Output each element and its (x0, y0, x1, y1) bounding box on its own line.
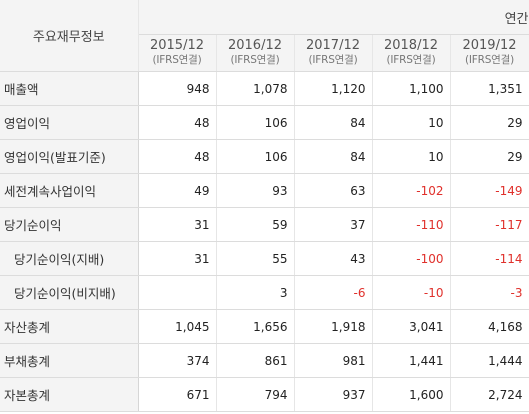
row-label: 세전계속사업이익 (0, 173, 139, 208)
row-label: 당기순이익(지배) (0, 241, 139, 276)
table-cell: -114 (450, 241, 529, 276)
period-basis: (IFRS연결) (308, 54, 358, 66)
period-header: 2018/12 (IFRS연결) (372, 34, 451, 72)
row-label: 자본총계 (0, 377, 139, 412)
table-cell: -3 (450, 275, 529, 310)
period-year: 2017/12 (305, 38, 360, 53)
table-cell: 1,120 (294, 71, 373, 106)
table-cell: 1,600 (372, 377, 451, 412)
table-cell: 31 (138, 207, 217, 242)
table-cell: -102 (372, 173, 451, 208)
table-cell: 1,100 (372, 71, 451, 106)
table-cell: 10 (372, 105, 451, 140)
period-header-row: 2015/12 (IFRS연결) 2016/12 (IFRS연결) 2017/1… (0, 34, 529, 72)
table-cell: 948 (138, 71, 217, 106)
period-header: 2019/12 (IFRS연결) (450, 34, 529, 72)
table-cell: 59 (216, 207, 295, 242)
table-cell: -6 (294, 275, 373, 310)
table-cell: -10 (372, 275, 451, 310)
table-cell: 3,041 (372, 309, 451, 344)
row-label: 영업이익(발표기준) (0, 139, 139, 174)
period-header: 2015/12 (IFRS연결) (138, 34, 217, 72)
table-cell: 3 (216, 275, 295, 310)
table-row-operating-income-reported: 영업이익(발표기준) 48 106 84 10 29 (0, 139, 529, 174)
table-cell: -117 (450, 207, 529, 242)
table-cell: 4,168 (450, 309, 529, 344)
table-cell: 84 (294, 105, 373, 140)
table-cell: 48 (138, 105, 217, 140)
table-cell: 29 (450, 139, 529, 174)
table-cell: 1,918 (294, 309, 373, 344)
table-row-total-equity: 자본총계 671 794 937 1,600 2,724 (0, 377, 529, 412)
table-cell: 31 (138, 241, 217, 276)
period-year: 2015/12 (149, 38, 204, 53)
period-basis: (IFRS연결) (386, 54, 436, 66)
period-header: 2016/12 (IFRS연결) (216, 34, 295, 72)
table-cell: -100 (372, 241, 451, 276)
table-cell: 106 (216, 105, 295, 140)
row-label: 당기순이익(비지배) (0, 275, 139, 310)
row-label: 매출액 (0, 71, 139, 106)
table-cell: 794 (216, 377, 295, 412)
period-basis: (IFRS연결) (230, 54, 280, 66)
table-cell: -110 (372, 207, 451, 242)
table-row-net-income: 당기순이익 31 59 37 -110 -117 (0, 207, 529, 242)
table-cell: -149 (450, 173, 529, 208)
table-cell: 861 (216, 343, 295, 378)
table-cell: 48 (138, 139, 217, 174)
table-cell: 1,441 (372, 343, 451, 378)
period-year: 2019/12 (462, 38, 517, 53)
period-year: 2016/12 (227, 38, 282, 53)
table-cell: 937 (294, 377, 373, 412)
table-cell: 374 (138, 343, 217, 378)
table-cell: 55 (216, 241, 295, 276)
table-cell: 43 (294, 241, 373, 276)
table-row-total-assets: 자산총계 1,045 1,656 1,918 3,041 4,168 (0, 309, 529, 344)
table-cell: 981 (294, 343, 373, 378)
table-cell: 671 (138, 377, 217, 412)
table-cell: 1,045 (138, 309, 217, 344)
table-cell: 1,656 (216, 309, 295, 344)
table-cell: 1,444 (450, 343, 529, 378)
table-cell: 63 (294, 173, 373, 208)
period-group-header: 연간 (138, 0, 529, 35)
row-label: 부채총계 (0, 343, 139, 378)
table-row-net-income-noncontrolling: 당기순이익(비지배) 3 -6 -10 -3 (0, 275, 529, 310)
table-cell: 106 (216, 139, 295, 174)
table-corner-label: 주요재무정보 (0, 0, 139, 72)
period-header: 2017/12 (IFRS연결) (294, 34, 373, 72)
table-row-pretax-income: 세전계속사업이익 49 93 63 -102 -149 (0, 173, 529, 208)
table-cell: 29 (450, 105, 529, 140)
table-cell: 84 (294, 139, 373, 174)
table-cell (138, 275, 217, 310)
table-cell: 10 (372, 139, 451, 174)
period-basis: (IFRS연결) (152, 54, 202, 66)
table-cell: 93 (216, 173, 295, 208)
table-row-net-income-controlling: 당기순이익(지배) 31 55 43 -100 -114 (0, 241, 529, 276)
row-label: 영업이익 (0, 105, 139, 140)
table-row-revenue: 매출액 948 1,078 1,120 1,100 1,351 (0, 71, 529, 106)
period-year: 2018/12 (383, 38, 438, 53)
row-label: 당기순이익 (0, 207, 139, 242)
table-row-operating-income: 영업이익 48 106 84 10 29 (0, 105, 529, 140)
period-basis: (IFRS연결) (464, 54, 514, 66)
table-cell: 49 (138, 173, 217, 208)
table-cell: 1,078 (216, 71, 295, 106)
table-cell: 2,724 (450, 377, 529, 412)
row-label: 자산총계 (0, 309, 139, 344)
table-cell: 1,351 (450, 71, 529, 106)
table-cell: 37 (294, 207, 373, 242)
table-row-total-liabilities: 부채총계 374 861 981 1,441 1,444 (0, 343, 529, 378)
